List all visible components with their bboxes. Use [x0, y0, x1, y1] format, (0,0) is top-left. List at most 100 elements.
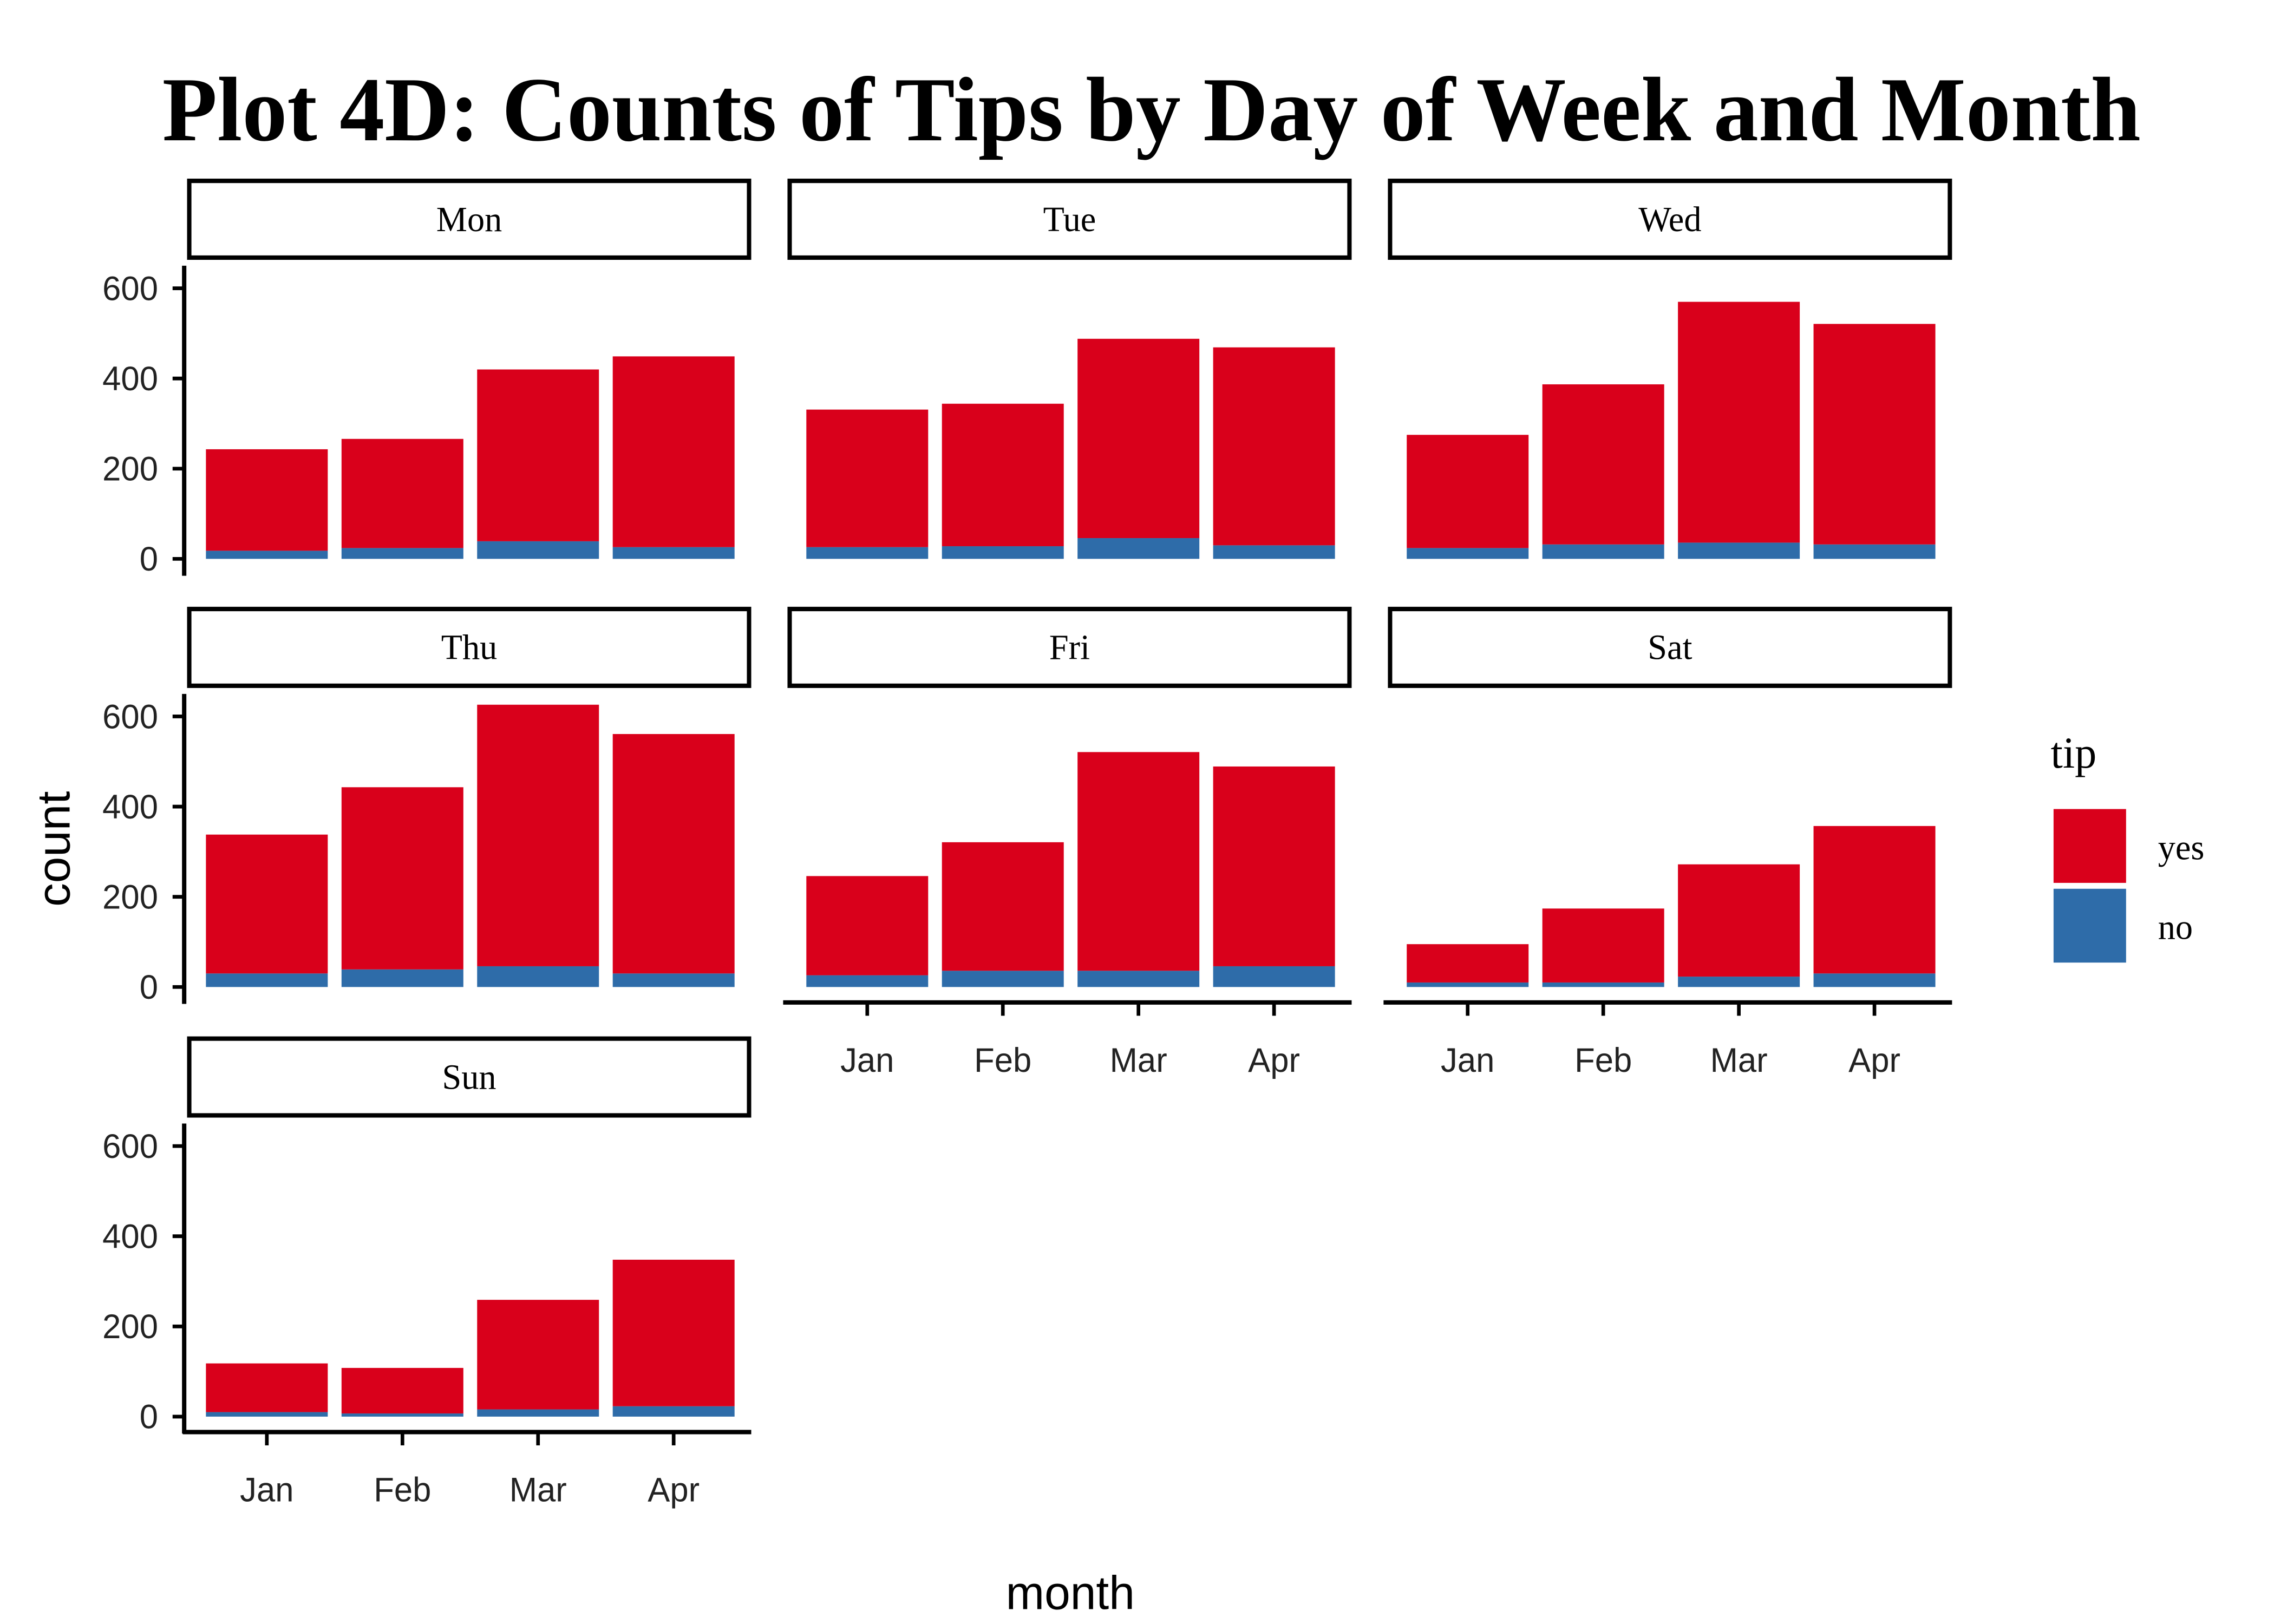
bar-segment	[1407, 435, 1529, 548]
bar-segment	[1213, 966, 1335, 987]
facet-strip	[787, 606, 1352, 688]
bar-segment	[206, 973, 328, 987]
bar-segment	[477, 966, 599, 987]
bar-segment	[1678, 977, 1800, 987]
chart-title: Plot 4D: Counts of Tips by Day of Week a…	[162, 60, 2141, 161]
bar-segment	[341, 1413, 463, 1417]
bar-segment	[942, 971, 1064, 987]
x-tick-label: Feb	[374, 1471, 431, 1509]
bar-segment	[612, 547, 735, 559]
bar-segment	[612, 1406, 735, 1417]
y-tick-label: 0	[140, 1398, 158, 1436]
bar-segment	[1077, 971, 1200, 987]
bar-segment	[206, 1412, 328, 1417]
y-tick-label: 600	[102, 270, 158, 308]
bar-segment	[1213, 545, 1335, 559]
y-tick-label: 0	[140, 541, 158, 579]
bar-segment	[1813, 324, 1936, 545]
bar-segment	[341, 548, 463, 559]
bar-segment	[341, 969, 463, 987]
x-tick-label: Mar	[1110, 1042, 1167, 1080]
facet-label: Sun	[442, 1058, 496, 1097]
x-tick-label: Apr	[648, 1471, 700, 1509]
facet-label: Sat	[1648, 628, 1692, 667]
bar-segment	[806, 975, 929, 987]
bar-segment	[1813, 973, 1936, 987]
facet-strip	[187, 606, 752, 688]
y-tick-label: 600	[102, 698, 158, 736]
bar-segment	[206, 551, 328, 559]
x-tick-label: Feb	[974, 1042, 1031, 1080]
legend-label: no	[2158, 908, 2193, 947]
y-tick-label: 0	[140, 969, 158, 1007]
bar-segment	[1077, 752, 1200, 971]
x-tick-label: Apr	[1848, 1042, 1900, 1080]
bar-segment	[806, 547, 929, 559]
bar-segment	[1813, 544, 1936, 559]
facet-strip	[187, 1036, 752, 1118]
facet-label: Fri	[1049, 628, 1090, 667]
y-tick-label: 400	[102, 1218, 158, 1256]
legend-label: yes	[2158, 828, 2205, 868]
facet-strip	[1388, 606, 1952, 688]
y-tick-label: 400	[102, 788, 158, 826]
bar-segment	[1213, 766, 1335, 966]
y-tick-label: 200	[102, 879, 158, 916]
bar-segment	[1678, 302, 1800, 543]
legend-swatch	[2053, 888, 2126, 963]
facet-strip	[187, 178, 752, 260]
y-tick-label: 600	[102, 1128, 158, 1165]
x-tick-label: Jan	[1441, 1042, 1494, 1080]
bar-segment	[942, 842, 1064, 971]
facet-label: Mon	[436, 200, 502, 239]
bar-segment	[612, 1260, 735, 1406]
bar-segment	[806, 409, 929, 547]
bar-segment	[1542, 982, 1664, 987]
bar-segment	[1407, 548, 1529, 559]
bar-segment	[942, 546, 1064, 559]
bar-segment	[477, 369, 599, 541]
bar-segment	[1542, 384, 1664, 545]
facet-label: Thu	[441, 628, 498, 667]
facet-strip	[1388, 178, 1952, 260]
bar-segment	[206, 1363, 328, 1412]
y-tick-label: 200	[102, 1308, 158, 1346]
bar-segment	[1678, 864, 1800, 977]
facet-label: Tue	[1043, 200, 1096, 239]
bar-segment	[1542, 908, 1664, 983]
bar-segment	[612, 356, 735, 547]
x-tick-label: Mar	[509, 1471, 567, 1509]
bar-segment	[1542, 544, 1664, 559]
bar-segment	[206, 834, 328, 974]
facet-label: Wed	[1638, 200, 1701, 239]
bar-segment	[1077, 338, 1200, 539]
y-tick-label: 200	[102, 450, 158, 488]
bar-segment	[1678, 542, 1800, 559]
bar-segment	[341, 787, 463, 970]
bar-segment	[206, 449, 328, 551]
bar-segment	[942, 403, 1064, 547]
bar-segment	[1407, 982, 1529, 987]
legend-title: tip	[2051, 729, 2097, 778]
bar-segment	[1213, 347, 1335, 546]
bar-segment	[1813, 826, 1936, 974]
bar-segment	[612, 734, 735, 974]
bar-segment	[1077, 538, 1200, 559]
bar-segment	[341, 438, 463, 548]
bar-segment	[806, 876, 929, 975]
x-axis-title: month	[1006, 1567, 1135, 1620]
bar-segment	[477, 1409, 599, 1417]
facet-strip	[787, 178, 1352, 260]
x-tick-label: Apr	[1248, 1042, 1300, 1080]
x-tick-label: Jan	[240, 1471, 293, 1509]
bar-segment	[612, 973, 735, 987]
x-tick-label: Feb	[1574, 1042, 1632, 1080]
y-axis-title: count	[28, 791, 80, 906]
bar-segment	[477, 1300, 599, 1410]
bar-segment	[477, 541, 599, 559]
x-tick-label: Jan	[840, 1042, 894, 1080]
legend-swatch	[2053, 809, 2126, 883]
bar-segment	[477, 704, 599, 966]
